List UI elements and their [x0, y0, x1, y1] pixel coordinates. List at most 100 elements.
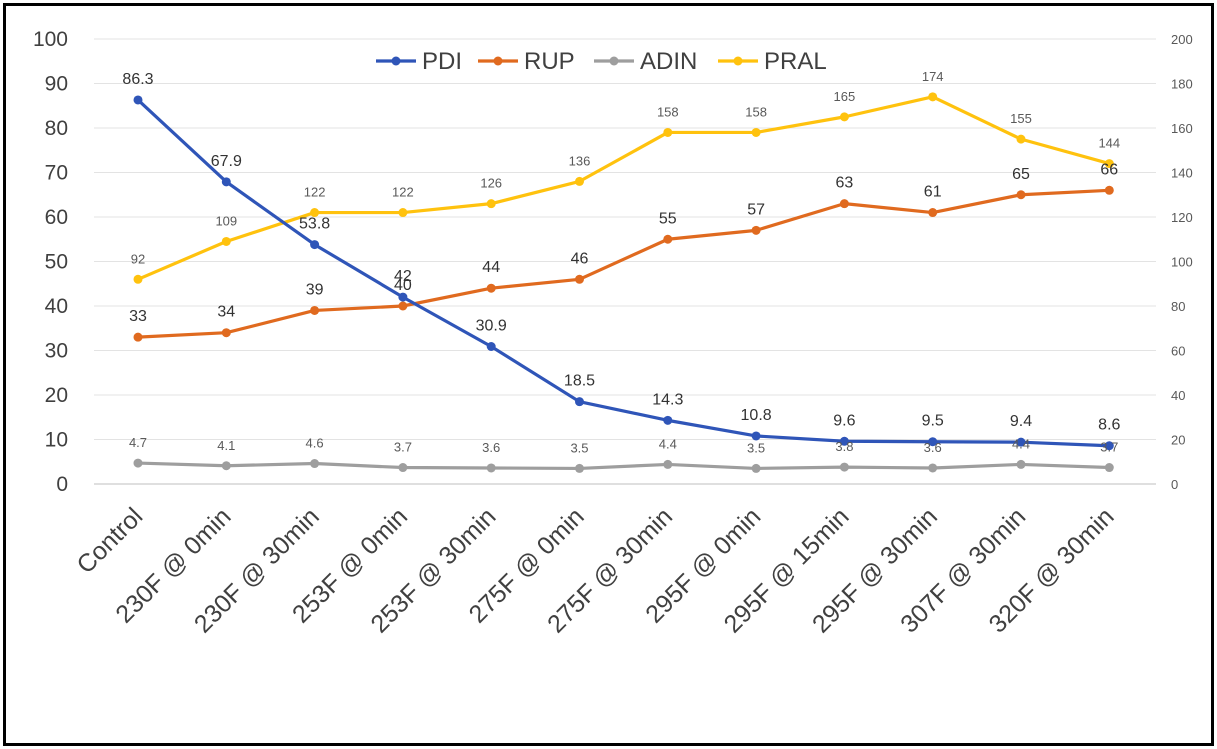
legend-adin-marker: [609, 56, 619, 66]
pdi-point: [575, 397, 584, 407]
pdi-point: [751, 431, 761, 441]
adin-point: [751, 463, 761, 473]
rup-point: [310, 305, 320, 315]
pdi-series-line: [136, 98, 1110, 448]
pral-data-label: 144: [1098, 136, 1120, 151]
legend-adin-label: ADIN: [640, 48, 697, 75]
adin-series-line: [137, 461, 1110, 471]
adin-point: [221, 461, 231, 471]
pral-point: [310, 208, 320, 218]
rup-point: [575, 274, 584, 284]
pral-point: [575, 176, 584, 186]
pdi-data-label: 18.5: [564, 373, 595, 390]
pral-data-label: 136: [569, 153, 591, 168]
adin-data-label: 4.1: [217, 438, 235, 453]
y-left-tick-label: 60: [45, 206, 68, 229]
adin-data-label: 3.8: [835, 439, 853, 454]
rup-point: [486, 283, 496, 293]
pdi-point: [133, 95, 143, 105]
adin-data-label: 3.6: [924, 440, 942, 455]
legend: PDI RUP ADIN PRAL: [376, 48, 827, 75]
y-left-tick-label: 30: [45, 340, 68, 363]
rup-point: [928, 208, 938, 218]
line-chart: 0 10 20 30 40 50 60 70 80 90 100 0 20 40 60 80 100 120 140…: [33, 28, 1193, 638]
adin-data-label: 3.7: [394, 440, 412, 455]
rup-data-label: 66: [1100, 161, 1118, 178]
pral-data-label: 122: [304, 185, 326, 200]
y-left-tick-label: 50: [45, 251, 68, 274]
pdi-point: [486, 341, 496, 351]
y-left-tick-label: 10: [45, 429, 68, 452]
pdi-data-label: 9.4: [1010, 413, 1032, 430]
pdi-point: [221, 177, 231, 187]
y-right-tick-label: 160: [1171, 121, 1193, 136]
pral-point: [1104, 159, 1114, 169]
pral-point: [133, 274, 143, 284]
rup-data-label: 46: [571, 250, 589, 267]
pdi-point: [928, 437, 938, 447]
gridlines: [94, 38, 1156, 485]
pral-point: [221, 236, 231, 246]
pdi-data-label: 9.6: [833, 412, 855, 429]
legend-pdi-label: PDI: [422, 48, 462, 75]
rup-data-label: 63: [836, 175, 854, 192]
pdi-data-label: 9.5: [922, 413, 944, 430]
rup-data-label: 55: [659, 210, 677, 227]
adin-data-label: 3.5: [570, 440, 588, 455]
pral-data-label: 165: [834, 89, 856, 104]
rup-data-label: 33: [129, 308, 147, 325]
adin-point: [1104, 463, 1114, 473]
pral-point: [839, 112, 849, 122]
adin-data-label: 4.6: [306, 436, 324, 451]
pdi-point: [1104, 441, 1114, 451]
y-left-tick-label: 90: [45, 73, 68, 96]
pral-data-label: 158: [657, 104, 679, 119]
pdi-data-label: 86.3: [122, 71, 153, 88]
adin-point: [398, 463, 408, 473]
rup-data-label: 34: [217, 304, 235, 321]
rup-point: [398, 301, 408, 311]
adin-point: [839, 462, 849, 472]
adin-point: [1016, 459, 1026, 469]
pdi-data-label: 10.8: [741, 407, 772, 424]
y-right-tick-label: 0: [1171, 477, 1178, 492]
pral-point: [398, 208, 408, 218]
pdi-point: [663, 415, 673, 425]
pdi-point: [310, 240, 320, 250]
y-right-tick-label: 40: [1171, 388, 1185, 403]
pral-point: [663, 127, 673, 137]
y-left-tick-label: 0: [56, 473, 68, 496]
adin-point: [575, 463, 584, 473]
x-tick-label: Control: [71, 502, 148, 579]
pral-data-label: 158: [745, 104, 767, 119]
adin-data-label: 4.4: [1012, 436, 1030, 451]
rup-data-label: 65: [1012, 166, 1030, 183]
pdi-data-label: 8.6: [1098, 417, 1120, 434]
pral-point: [1016, 134, 1026, 144]
y-right-tick-label: 180: [1171, 77, 1193, 92]
adin-data-label: 3.6: [482, 440, 500, 455]
pdi-data-label: 53.8: [299, 216, 330, 233]
adin-point: [310, 459, 320, 469]
rup-data-label: 39: [306, 281, 324, 298]
y-left-tick-label: 20: [45, 384, 68, 407]
adin-data-label: 3.5: [747, 440, 765, 455]
adin-data-label: 3.7: [1100, 440, 1118, 455]
pdi-point: [398, 292, 408, 302]
chart-frame: 0 10 20 30 40 50 60 70 80 90 100 0 20 40 60 80 100 120 140…: [3, 3, 1214, 746]
rup-point: [133, 332, 143, 342]
pral-point: [486, 199, 496, 209]
adin-data-label: 4.4: [659, 436, 677, 451]
y-left-tick-label: 40: [45, 295, 68, 318]
y-right-tick-label: 80: [1171, 299, 1185, 314]
legend-pral-marker: [733, 56, 743, 66]
legend-rup-label: RUP: [524, 48, 575, 75]
pral-data-label: 126: [480, 176, 502, 191]
legend-rup-marker: [493, 56, 503, 66]
rup-point: [1016, 190, 1026, 200]
pdi-point: [1016, 437, 1026, 447]
pral-data-label: 122: [392, 185, 414, 200]
adin-point: [486, 463, 496, 473]
rup-series-line: [137, 188, 1110, 339]
adin-data-label: 4.7: [129, 435, 147, 450]
